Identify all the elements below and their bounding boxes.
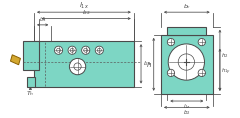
Circle shape <box>167 69 174 77</box>
Bar <box>161 35 213 94</box>
Text: $h_2$: $h_2$ <box>221 51 229 60</box>
Text: $l_{23}$: $l_{23}$ <box>39 15 47 23</box>
Bar <box>27 77 35 86</box>
Circle shape <box>167 38 174 46</box>
Bar <box>34 41 134 86</box>
Text: $l_{22}$: $l_{22}$ <box>82 8 91 17</box>
Circle shape <box>69 58 86 75</box>
Text: $l_{1z}$: $l_{1z}$ <box>183 102 191 111</box>
Circle shape <box>82 46 90 54</box>
Circle shape <box>68 46 76 54</box>
Text: $h_{1y}$: $h_{1y}$ <box>221 66 231 77</box>
Circle shape <box>95 46 103 54</box>
Circle shape <box>54 46 63 54</box>
Text: $l_{21}$: $l_{21}$ <box>143 59 152 68</box>
Circle shape <box>198 38 205 46</box>
Text: $T_h$: $T_h$ <box>26 89 35 98</box>
Circle shape <box>168 44 204 80</box>
Text: $l_{1x}$: $l_{1x}$ <box>79 1 89 11</box>
Text: $b_2$: $b_2$ <box>183 108 191 117</box>
Text: $h$: $h$ <box>146 60 152 69</box>
Polygon shape <box>11 55 20 65</box>
Bar <box>167 27 206 35</box>
Bar <box>23 41 39 70</box>
Circle shape <box>198 69 205 77</box>
Text: $b_c$: $b_c$ <box>183 2 191 11</box>
